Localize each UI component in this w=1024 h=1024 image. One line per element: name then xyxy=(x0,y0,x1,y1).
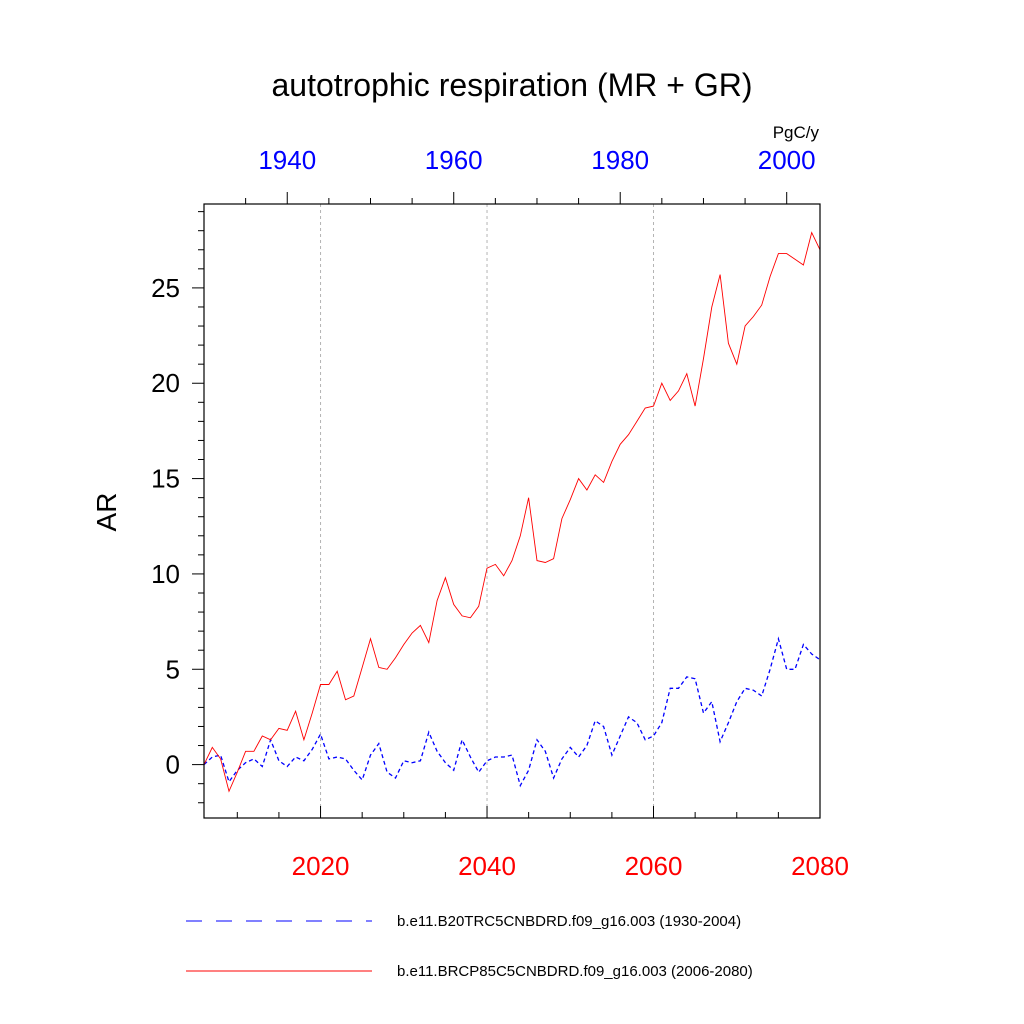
x-bottom-tick-label: 2040 xyxy=(458,851,516,881)
y-tick-label: 0 xyxy=(166,750,180,780)
y-tick-label: 15 xyxy=(151,464,180,494)
legend-label-rcp85: b.e11.BRCP85C5CNBDRD.f09_g16.003 (2006-2… xyxy=(397,963,753,980)
grid-lines xyxy=(320,204,655,818)
x-top-tick-label: 1980 xyxy=(591,145,649,175)
y-tick-label: 10 xyxy=(151,559,180,589)
x-top-tick-label: 2000 xyxy=(758,145,816,175)
plot-frame xyxy=(203,203,821,819)
legend-label-historical: b.e11.B20TRC5CNBDRD.f09_g16.003 (1930-20… xyxy=(397,913,741,930)
series-line-historical xyxy=(203,636,821,788)
y-tick-label: 5 xyxy=(166,654,180,684)
chart-title: autotrophic respiration (MR + GR) xyxy=(271,67,752,103)
series-lines xyxy=(203,231,821,793)
x-bottom-tick-label: 2020 xyxy=(292,851,350,881)
series-line-rcp85 xyxy=(203,231,821,793)
x-bottom-tick-label: 2080 xyxy=(791,851,849,881)
axis-tick-labels: 2020 2040 2060 2080 1940 1960 1980 2000 0 5 10 15 20… xyxy=(151,145,849,881)
units-label: PgC/y xyxy=(773,123,820,142)
legend: b.e11.B20TRC5CNBDRD.f09_g16.003 (1930-20… xyxy=(186,913,753,980)
y-axis-title: AR xyxy=(91,493,122,532)
y-tick-label: 20 xyxy=(151,368,180,398)
x-top-tick-label: 1940 xyxy=(258,145,316,175)
y-tick-label: 25 xyxy=(151,273,180,303)
x-top-tick-label: 1960 xyxy=(425,145,483,175)
x-bottom-tick-label: 2060 xyxy=(625,851,683,881)
axis-ticks xyxy=(192,192,821,818)
